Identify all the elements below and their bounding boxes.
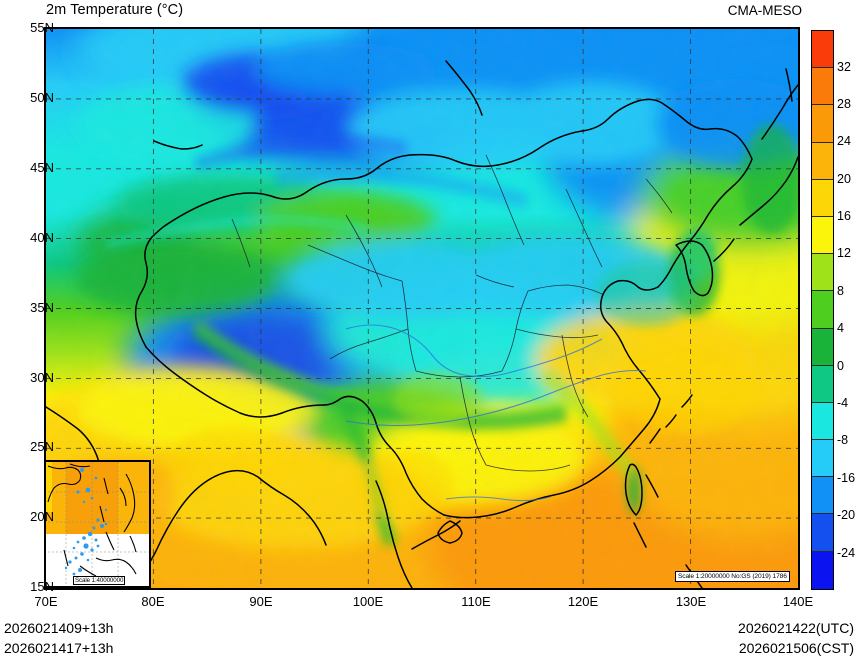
- ylabel-30n: 30N: [30, 370, 54, 385]
- colorbar-segment-m12: [812, 440, 833, 478]
- ylabel-35n: 35N: [30, 300, 54, 315]
- colorbar-segment-m20: [812, 514, 833, 552]
- colorbar-segment-32: [812, 31, 833, 69]
- colorbar-segment-m24: [812, 551, 833, 589]
- ylabel-50n: 50N: [30, 90, 54, 105]
- ylabel-45n: 45N: [30, 160, 54, 175]
- temperature-field: [46, 29, 798, 588]
- colorbar-tick-m24: -24: [837, 546, 856, 560]
- ylabel-25n: 25N: [30, 439, 54, 454]
- colorbar-segment-16: [812, 179, 833, 217]
- xlabel-110e: 110E: [461, 594, 491, 609]
- colorbar-segment-m8: [812, 402, 833, 441]
- inset-temperature-field: [46, 462, 149, 586]
- colorbar-tick-28: 28: [837, 97, 851, 111]
- colorbar-segment-20: [812, 142, 833, 180]
- colorbar-segment-m16: [812, 477, 833, 515]
- inset-scale-badge: Scale 1:40000000: [73, 576, 126, 585]
- xlabel-90e: 90E: [249, 594, 273, 609]
- colorbar[interactable]: [811, 30, 834, 590]
- inset-map[interactable]: Scale 1:40000000: [46, 460, 151, 588]
- model-label: CMA-MESO: [727, 3, 802, 18]
- colorbar-segment-12: [812, 216, 833, 255]
- footer-valid-time-utc: 2026021422(UTC): [738, 620, 854, 636]
- colorbar-segment-28: [812, 68, 833, 106]
- xlabel-140e: 140E: [782, 594, 814, 609]
- footer-init-time-utc: 2026021409+13h: [4, 620, 114, 636]
- xlabel-130e: 130E: [675, 594, 707, 609]
- colorbar-segment-0: [812, 328, 833, 366]
- colorbar-tick-m20: -20: [837, 508, 856, 522]
- colorbar-tick-16: 16: [837, 209, 851, 223]
- xlabel-100e: 100E: [352, 594, 384, 609]
- graticule: [46, 29, 798, 588]
- colorbar-segment-m4: [812, 365, 833, 403]
- map-canvas[interactable]: Scale 1:20000000 No:GS (2019) 1786: [44, 27, 800, 590]
- colorbar-segment-4: [812, 291, 833, 329]
- ylabel-55n: 55N: [30, 20, 54, 35]
- page-title: 2m Temperature (°C): [46, 2, 184, 18]
- ylabel-20n: 20N: [30, 509, 54, 524]
- colorbar-tick-20: 20: [837, 172, 851, 186]
- colorbar-tick-4: 4: [837, 321, 844, 335]
- colorbar-tick-8: 8: [837, 284, 844, 298]
- ylabel-40n: 40N: [30, 230, 54, 245]
- province-boundaries: [231, 154, 673, 502]
- colorbar-tick-32: 32: [837, 60, 851, 74]
- xlabel-70e: 70E: [34, 594, 58, 609]
- xlabel-120e: 120E: [567, 594, 599, 609]
- colorbar-segment-24: [812, 105, 833, 143]
- ylabel-15n: 15N: [30, 579, 54, 594]
- colorbar-tick-m16: -16: [837, 471, 856, 485]
- colorbar-segment-8: [812, 254, 833, 292]
- colorbar-tick-m4: -4: [837, 396, 849, 410]
- colorbar-tick-24: 24: [837, 134, 851, 148]
- colorbar-tick-0: 0: [837, 359, 844, 373]
- xlabel-80e: 80E: [141, 594, 165, 609]
- footer-valid-time-cst: 2026021506(CST): [738, 640, 854, 656]
- coastlines: [46, 60, 798, 588]
- map-scale-badge: Scale 1:20000000 No:GS (2019) 1786: [675, 571, 790, 582]
- footer-init-time-cst: 2026021417+13h: [4, 640, 114, 656]
- colorbar-tick-12: 12: [837, 246, 851, 260]
- colorbar-tick-m8: -8: [837, 433, 849, 447]
